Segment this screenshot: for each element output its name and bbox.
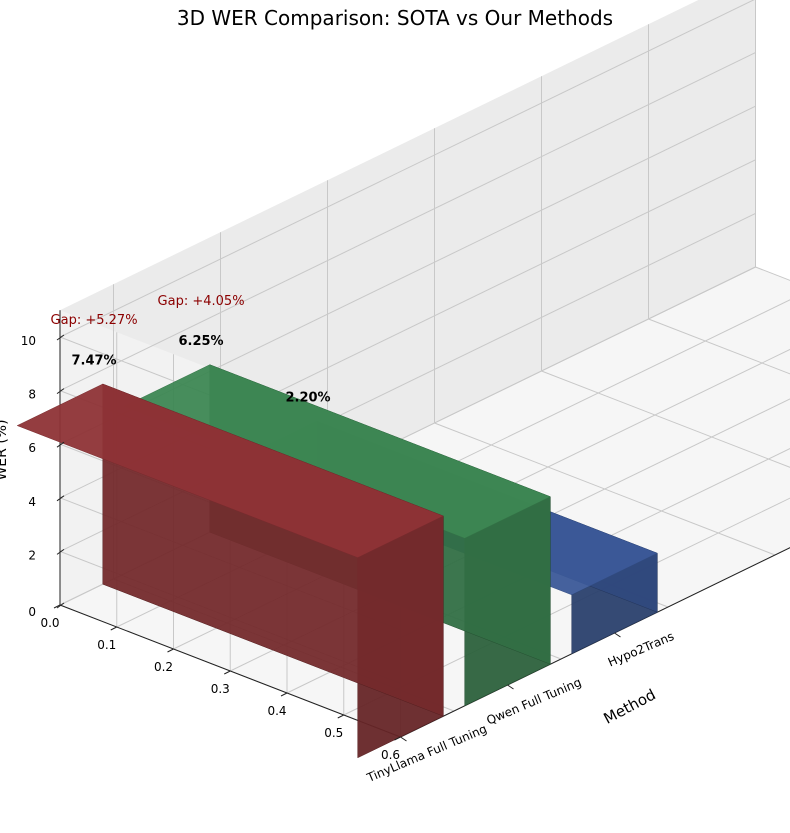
y-tick-mark [280,692,288,697]
gap-label: Gap: +5.27% [51,313,138,328]
z-axis-label: WER (%) [0,419,10,480]
z-tick-mark [56,441,65,448]
z-tick-label: 6 [28,441,36,455]
z-tick-label: 2 [28,548,36,562]
y-tick-mark [337,714,344,719]
z-tick-label: 4 [28,495,36,509]
gridline [59,0,755,338]
bars [16,364,658,759]
z-tick-label: 10 [21,334,36,348]
value-label: 6.25% [178,334,223,349]
z-tick-mark [56,334,65,341]
annotations: 2.20% 6.25% 7.47% Gap: +4.05% Gap: +5.27% [51,294,331,406]
y-tick-mark [224,670,231,675]
z-tick-mark [56,388,65,395]
value-label: 7.47% [71,353,116,368]
y-tick-mark [167,648,174,653]
y-tick-label: 0.0 [40,616,59,630]
x-tick-mark [614,632,621,638]
value-label: 2.20% [285,391,330,406]
y-tick-label: 0.2 [154,660,173,674]
gap-label: Gap: +4.05% [158,294,245,309]
y-tick-mark [53,604,61,609]
x-tick-label: Hypo2Trans [606,629,676,669]
z-tick-mark [56,495,65,502]
z-tick-mark [56,602,65,609]
y-tick-label: 0.6 [381,748,400,762]
y-tick-mark [110,626,117,631]
y-tick-label: 0.4 [267,704,286,718]
z-tick-label: 0 [28,605,36,619]
gridline [343,497,790,716]
y-tick-label: 0.3 [211,682,230,696]
x-axis-label: Method [601,685,659,727]
z-tick-mark [56,548,65,555]
chart-title: 3D WER Comparison: SOTA vs Our Methods [177,6,613,30]
z-tick-label: 8 [28,388,36,402]
gridline [59,52,756,392]
x-tick-mark [507,684,514,690]
x-tick-mark [400,736,407,742]
bar-tinyllama-full-tuning [16,383,444,759]
y-tick-mark [394,736,401,741]
y-tick-label: 0.1 [97,638,116,652]
y-tick-label: 0.5 [324,726,343,740]
bar-top-face [16,383,444,558]
